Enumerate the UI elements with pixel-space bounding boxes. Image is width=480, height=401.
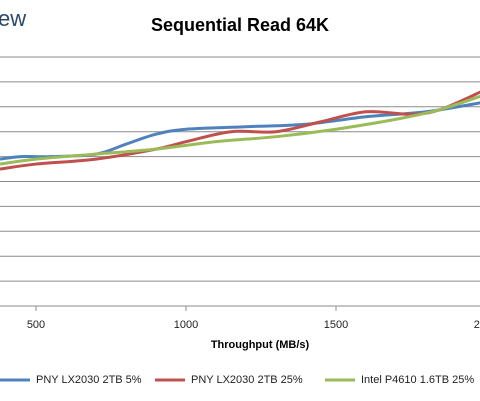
legend-label: PNY LX2030 2TB 5%: [36, 374, 142, 386]
x-tick-label: 1000: [174, 319, 198, 331]
series-line: [0, 94, 480, 166]
x-axis-label: Throughput (MB/s): [211, 339, 310, 351]
x-tick-label: 500: [27, 319, 45, 331]
x-tick-label: 2000: [474, 319, 480, 331]
legend-label: Intel P4610 1.6TB 25%: [361, 374, 474, 386]
watermark: ew: [0, 6, 26, 31]
x-tick-label: 1500: [324, 319, 348, 331]
legend-label: PNY LX2030 2TB 25%: [191, 374, 303, 386]
chart-title: Sequential Read 64K: [151, 15, 329, 35]
